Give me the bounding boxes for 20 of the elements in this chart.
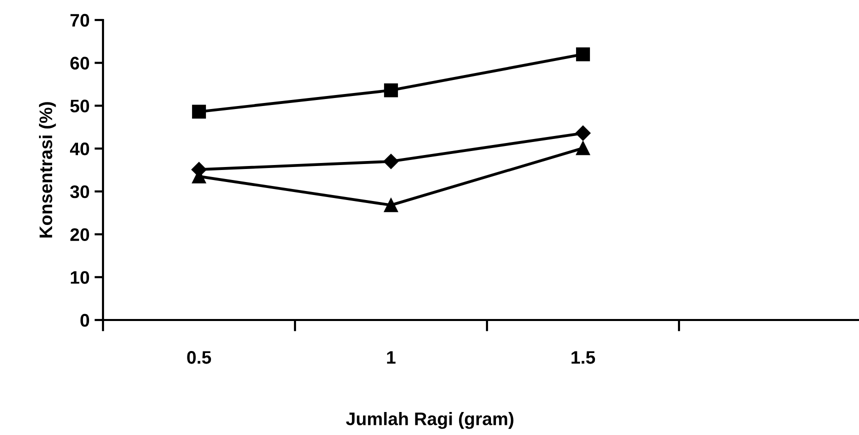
y-tick-label: 40 [70,142,90,156]
point [575,126,591,141]
y-tick-label: 70 [70,14,90,27]
point [576,47,590,62]
y-tick-label: 20 [70,228,90,242]
x-tick-label: 1.5 [572,351,596,364]
y-tick-label: 50 [70,100,90,112]
x-axis-title: Jumlah Ragi (gram) [346,412,514,429]
point [384,83,398,98]
point [576,141,590,156]
point [384,198,398,212]
point [383,154,399,169]
x-tick-label: 0.5 [187,351,212,364]
y-tick-label: 0 [80,314,90,327]
y-tick-label: 10 [70,271,90,284]
y-tick-label: 30 [70,185,90,198]
x-tick-label: 1 [387,351,396,364]
point [192,104,206,119]
y-tick-label: 60 [70,56,90,70]
y-axis-title: Konsentrasi (%) [39,102,56,238]
